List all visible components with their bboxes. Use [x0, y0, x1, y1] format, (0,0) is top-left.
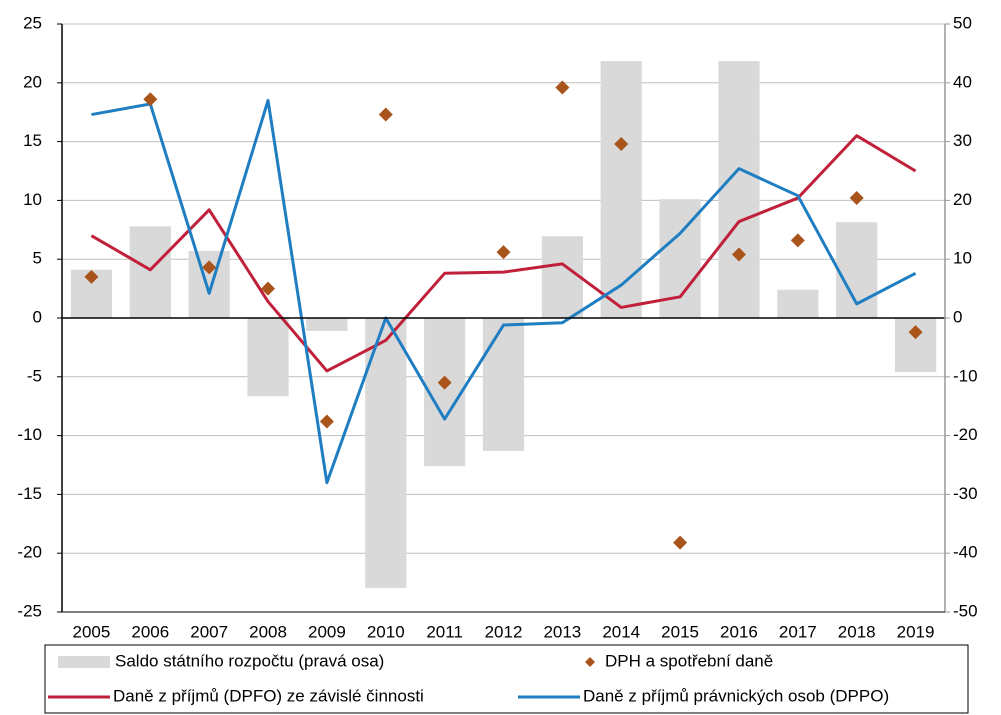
- y2-tick-label: -40: [953, 543, 978, 562]
- marker: [673, 535, 688, 550]
- marker: [202, 260, 217, 275]
- x-tick-label: 2012: [485, 622, 523, 641]
- legend-label: Daně z příjmů právnických osob (DPPO): [583, 686, 889, 705]
- x-tick-label: 2019: [897, 622, 935, 641]
- x-tick-label: 2007: [190, 622, 228, 641]
- y2-tick-label: -20: [953, 425, 978, 444]
- y2-tick-label: -30: [953, 484, 978, 503]
- bar: [247, 318, 289, 397]
- marker: [143, 92, 158, 107]
- x-tick-label: 2005: [73, 622, 111, 641]
- y2-tick-label: -50: [953, 601, 978, 620]
- y-tick-label: 10: [23, 190, 42, 209]
- y-tick-label: 20: [23, 72, 42, 91]
- bar: [541, 236, 583, 318]
- bar: [718, 61, 760, 318]
- legend-box: [44, 644, 969, 714]
- marker: [84, 269, 99, 284]
- x-tick-label: 2006: [131, 622, 169, 641]
- marker: [614, 136, 629, 151]
- y-tick-label: 5: [33, 249, 42, 268]
- x-tick-label: 2008: [249, 622, 287, 641]
- x-tick-label: 2011: [426, 622, 463, 641]
- line: [91, 98, 917, 485]
- y-tick-label: 15: [23, 131, 42, 150]
- marker: [378, 107, 393, 122]
- bar: [306, 318, 348, 331]
- y-tick-label: 0: [33, 307, 42, 326]
- legend-label: Daně z příjmů (DPFO) ze závislé činnosti: [113, 686, 424, 705]
- x-tick-label: 2009: [308, 622, 346, 641]
- x-tick-label: 2013: [543, 622, 581, 641]
- bar: [424, 318, 466, 467]
- y-tick-label: -25: [17, 601, 42, 620]
- bar: [365, 318, 407, 588]
- x-tick-label: 2017: [779, 622, 817, 641]
- x-tick-label: 2015: [661, 622, 699, 641]
- legend-label: DPH a spotřební daně: [605, 651, 773, 670]
- y2-tick-label: 10: [953, 249, 972, 268]
- y-tick-label: -20: [17, 543, 42, 562]
- legend-swatch: [585, 657, 595, 667]
- marker: [319, 414, 334, 429]
- x-tick-label: 2016: [720, 622, 758, 641]
- y2-tick-label: -10: [953, 366, 978, 385]
- marker: [908, 325, 923, 340]
- y2-tick-label: 40: [953, 72, 972, 91]
- bar: [777, 289, 819, 318]
- y2-tick-label: 50: [953, 13, 972, 32]
- marker: [555, 80, 570, 95]
- bar: [482, 318, 525, 451]
- y-tick-label: 25: [23, 13, 42, 32]
- y-tick-label: -15: [17, 484, 42, 503]
- legend-label: Saldo státního rozpočtu (pravá osa): [115, 651, 384, 670]
- marker: [437, 375, 452, 390]
- line: [90, 134, 917, 373]
- marker: [849, 191, 864, 206]
- y-tick-label: -5: [27, 366, 42, 385]
- y2-tick-label: 30: [953, 131, 972, 150]
- x-tick-label: 2014: [602, 622, 640, 641]
- y2-tick-label: 0: [953, 307, 962, 326]
- marker: [261, 281, 276, 296]
- marker: [790, 233, 805, 248]
- y-tick-label: -10: [17, 425, 42, 444]
- y2-tick-label: 20: [953, 190, 972, 209]
- marker: [496, 245, 511, 260]
- legend-swatch: [58, 656, 110, 668]
- bar: [129, 226, 171, 318]
- x-tick-label: 2010: [367, 622, 405, 641]
- x-tick-label: 2018: [838, 622, 876, 641]
- marker: [731, 247, 746, 262]
- bar: [600, 61, 642, 318]
